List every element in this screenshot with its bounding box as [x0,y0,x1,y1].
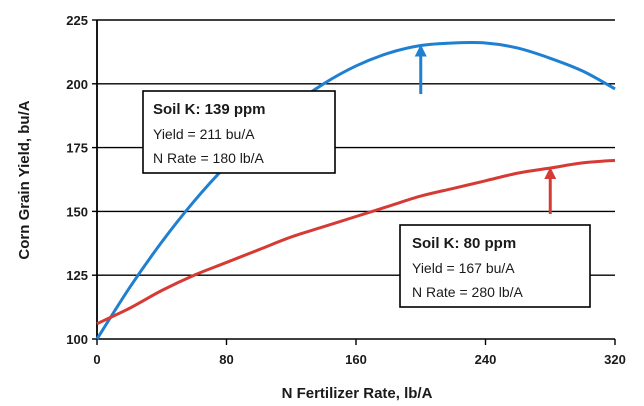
series-line-0 [95,40,616,340]
x-tick-label: 240 [475,352,497,367]
annotation-arrow-head-1 [544,167,557,180]
annotation-red-nrate: N Rate = 280 lb/A [412,284,524,300]
y-tick-label: 100 [66,332,88,347]
series-layer [95,40,616,340]
x-tick-label: 0 [93,352,100,367]
annotation-box-blue: Soil K: 139 ppm Yield = 211 bu/A N Rate … [142,90,336,174]
y-tick-label: 175 [66,141,88,156]
y-tick-label: 200 [66,77,88,92]
x-tick-labels: 0 80 160 240 320 [93,339,626,367]
annotation-box-red-frame [399,224,591,308]
x-tick-label: 80 [219,352,233,367]
y-tick-labels: 100 125 150 175 200 225 [66,13,97,347]
x-axis-title: N Fertilizer Rate, lb/A [282,385,433,402]
y-axis-title: Corn Grain Yield, bu/A [16,100,33,259]
annotation-blue-nrate: N Rate = 180 lb/A [153,150,265,166]
annotation-arrow-head-0 [414,44,427,57]
annotation-red-title: Soil K: 80 ppm [412,235,516,252]
x-tick-label: 160 [345,352,367,367]
y-tick-label: 225 [66,13,88,28]
annotation-blue-yield: Yield = 211 bu/A [153,126,255,142]
y-tick-label: 150 [66,204,88,219]
y-tick-label: 125 [66,268,88,283]
annotation-box-blue-frame [142,90,336,174]
annotation-arrows [414,44,557,214]
annotation-box-red: Soil K: 80 ppm Yield = 167 bu/A N Rate =… [399,224,591,308]
annotation-red-yield: Yield = 167 bu/A [412,260,515,276]
series-line-1 [96,158,616,326]
annotation-blue-title: Soil K: 139 ppm [153,101,266,118]
x-tick-label: 320 [604,352,626,367]
